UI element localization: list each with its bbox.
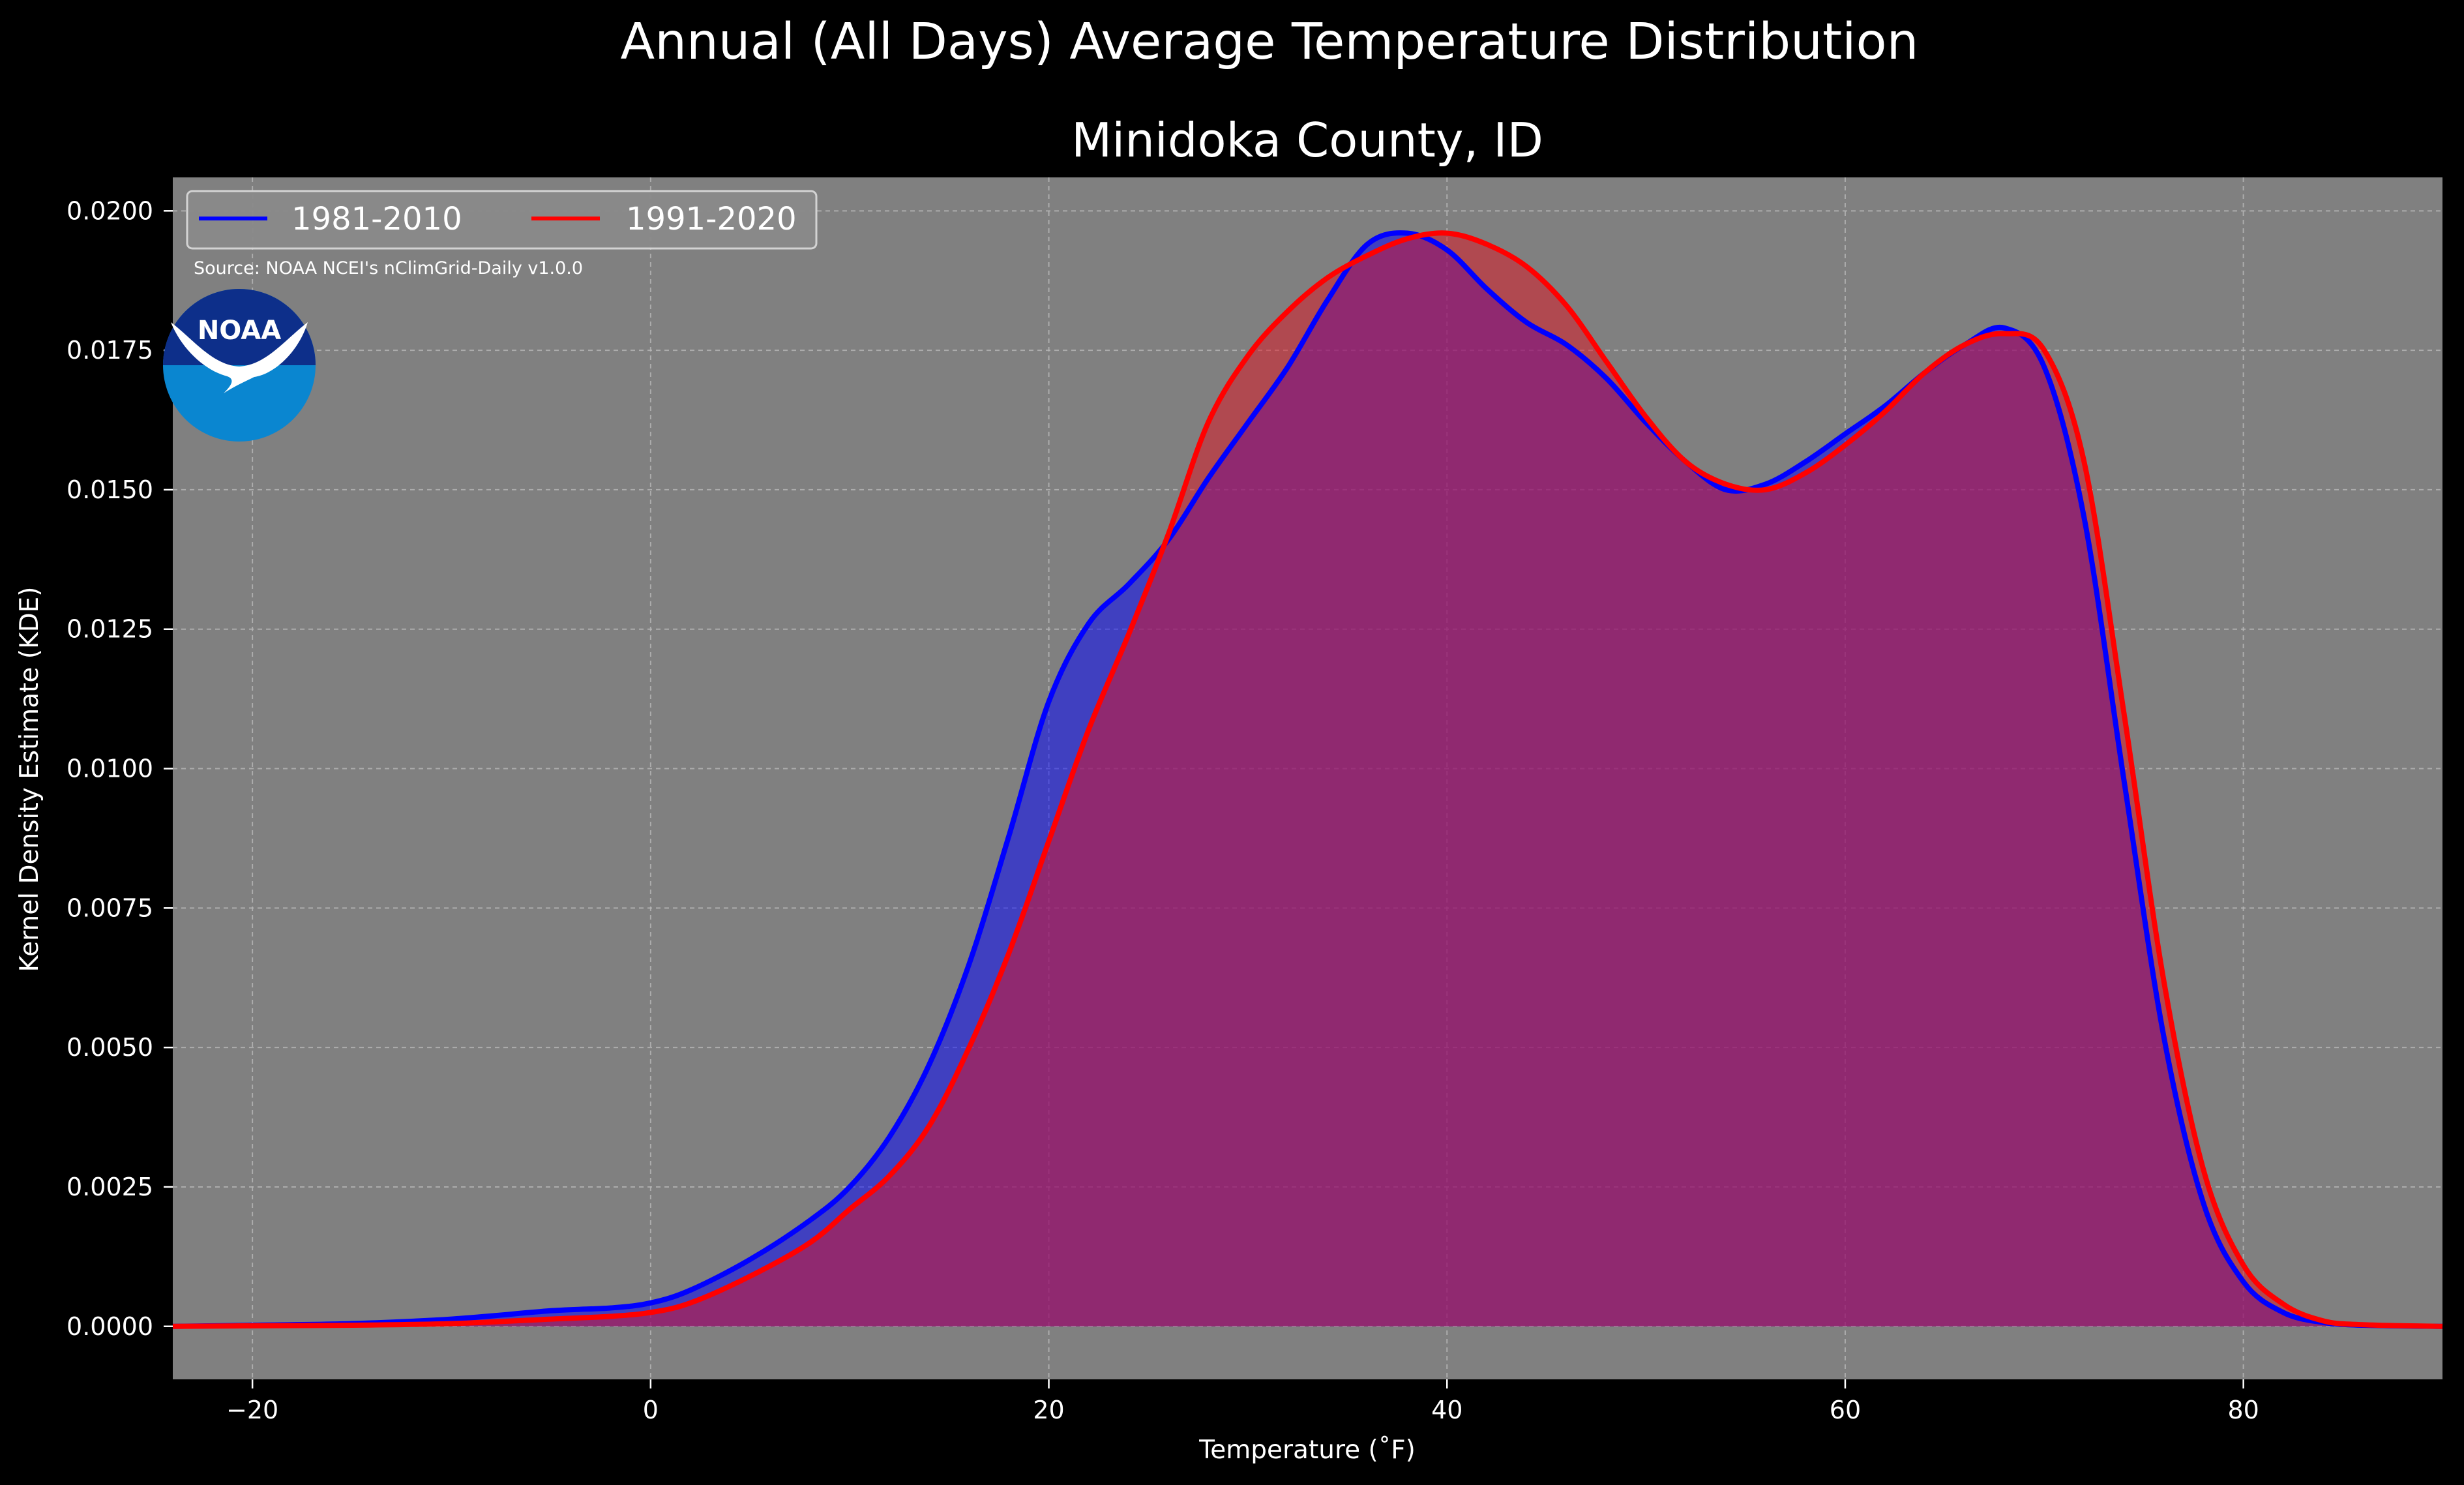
noaa-logo-gull: [171, 322, 308, 393]
x-ticks: −20 0 20 40 60 80: [226, 1379, 2259, 1424]
legend-label-1981-2010: 1981-2010: [291, 201, 462, 237]
chart-title: Minidoka County, ID: [1071, 113, 1543, 168]
legend-label-1991-2020: 1991-2020: [626, 201, 797, 237]
legend: 1981-2010 1991-2020: [186, 190, 818, 250]
chart-suptitle: Annual (All Days) Average Temperature Di…: [621, 13, 1919, 71]
legend-box: [186, 190, 818, 250]
y-tick-label: 0.0025: [67, 1173, 153, 1201]
y-axis-label: Kernel Density Estimate (KDE): [15, 587, 44, 972]
y-tick-label: 0.0050: [67, 1033, 153, 1062]
x-tick-label: 80: [2227, 1396, 2259, 1424]
series-fills: [173, 233, 2442, 1327]
y-tick-label: 0.0125: [67, 615, 153, 644]
x-tick-label: −20: [226, 1396, 278, 1424]
series-area-1991-2020: [173, 233, 2442, 1327]
y-tick-label: 0.0000: [67, 1312, 153, 1341]
series-lines: [172, 230, 2443, 1329]
x-axis-label: Temperature (˚F): [1198, 1435, 1416, 1465]
x-tick-label: 20: [1033, 1396, 1064, 1424]
y-tick-label: 0.0075: [67, 893, 153, 922]
y-tick-label: 0.0100: [67, 755, 153, 783]
noaa-logo-top: [163, 289, 316, 365]
y-tick-label: 0.0175: [67, 336, 153, 365]
noaa-logo: NOAA: [163, 289, 316, 442]
noaa-logo-wordmark: NOAA: [198, 316, 281, 346]
series-line-1981-2010: [172, 230, 2443, 1329]
x-tick-label: 40: [1431, 1396, 1462, 1424]
y-tick-label: 0.0200: [67, 196, 153, 225]
plot-area: [172, 177, 2443, 1379]
x-tick-label: 60: [1830, 1396, 1861, 1424]
series-line-1991-2020: [172, 230, 2443, 1329]
y-ticks: 0.0000 0.0025 0.0050 0.0075 0.0100 0.0125 0.01…: [67, 196, 173, 1341]
source-note: Source: NOAA NCEI's nClimGrid-Daily v1.0…: [194, 258, 583, 278]
x-tick-label: 0: [643, 1396, 659, 1424]
y-tick-label: 0.0150: [67, 475, 153, 504]
